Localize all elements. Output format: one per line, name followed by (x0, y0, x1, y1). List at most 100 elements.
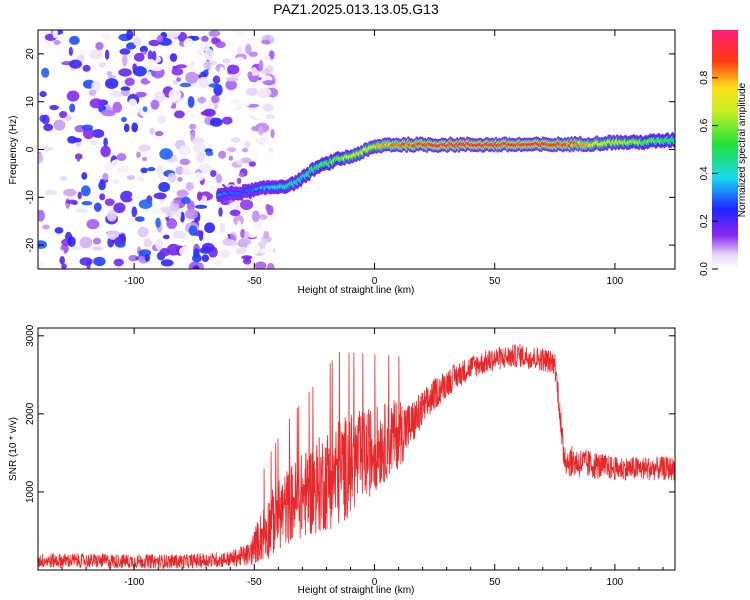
noise-blob (192, 172, 205, 182)
noise-blob (258, 214, 268, 221)
noise-blob (260, 69, 268, 75)
noise-blob (176, 261, 184, 269)
noise-blob (104, 49, 110, 60)
noise-blob (115, 240, 126, 248)
noise-blob (253, 111, 266, 119)
noise-blob (111, 159, 125, 168)
noise-blob (247, 71, 253, 79)
noise-blob (133, 52, 145, 62)
noise-blob (199, 41, 210, 52)
noise-blob (215, 41, 226, 49)
noise-blob (179, 158, 191, 165)
noise-blob (263, 230, 270, 240)
noise-blob (69, 35, 80, 45)
noise-blob (236, 46, 243, 55)
noise-blob (201, 35, 209, 43)
noise-blob (171, 67, 184, 76)
noise-blob (185, 182, 194, 191)
noise-blob (254, 261, 267, 269)
noise-blob (126, 30, 134, 40)
noise-blob (188, 225, 198, 236)
noise-blob (201, 242, 215, 252)
noise-blob (66, 90, 80, 102)
x-tick-label: 100 (607, 276, 624, 287)
noise-blob (183, 38, 194, 50)
noise-blob (116, 153, 127, 162)
noise-blob (208, 83, 221, 88)
noise-blob (251, 69, 260, 76)
noise-blob (77, 191, 82, 200)
noise-blob (40, 146, 54, 152)
noise-blob (86, 219, 100, 230)
noise-blob (112, 101, 123, 113)
noise-blob (179, 82, 192, 88)
noise-blob (101, 109, 116, 117)
noise-blob (53, 40, 61, 45)
noise-blob (258, 59, 264, 72)
noise-blob (51, 56, 60, 64)
noise-blob (112, 178, 120, 185)
noise-blob (246, 87, 258, 96)
noise-blob (220, 249, 230, 259)
noise-blob (222, 116, 233, 125)
noise-blob (106, 70, 112, 77)
noise-blob (81, 201, 93, 206)
snr-y-ticks: 1000 2000 3000 (25, 324, 675, 503)
noise-blob (270, 128, 275, 139)
snr-x-label: Height of straight line (km) (298, 585, 415, 596)
noise-blob (67, 236, 76, 247)
noise-blob (211, 94, 220, 104)
noise-blob (244, 141, 251, 149)
noise-blob (264, 55, 271, 60)
colorbar-ticks: 0.0 0.2 0.4 0.6 0.8 (699, 70, 718, 276)
snr-panel: -100 -50 0 50 100 1000 2000 3000 Height of str… (8, 324, 676, 596)
noise-blob (168, 88, 182, 101)
noise-blob (234, 181, 244, 187)
noise-blob (81, 124, 94, 131)
noise-blob (79, 236, 93, 249)
noise-blob (154, 91, 166, 103)
noise-blob (166, 243, 181, 256)
noise-blob (238, 100, 250, 108)
noise-blob (117, 165, 130, 174)
noise-blob (156, 34, 164, 43)
noise-blob (236, 159, 243, 166)
noise-blob (80, 185, 91, 197)
noise-blob (166, 31, 180, 38)
x-tick-label: -50 (247, 276, 262, 287)
noise-blob (155, 130, 164, 137)
noise-blob (255, 136, 269, 144)
y-tick-label: 10 (25, 96, 36, 108)
noise-blob (225, 79, 237, 91)
noise-blob (82, 64, 91, 72)
noise-blob (165, 216, 170, 221)
noise-blob (262, 103, 274, 112)
noise-blob (230, 137, 241, 143)
noise-blob (154, 208, 162, 214)
noise-blob (237, 36, 244, 44)
noise-blob (125, 42, 137, 50)
noise-blob (93, 202, 102, 212)
noise-blob (65, 199, 78, 204)
noise-blob (113, 202, 126, 214)
noise-blob (104, 161, 113, 172)
noise-blob (99, 62, 106, 68)
noise-blob (222, 238, 233, 246)
noise-blob (38, 261, 45, 269)
noise-blob (203, 60, 212, 70)
noise-blob (236, 177, 242, 184)
noise-blob (192, 254, 202, 263)
noise-blob (264, 243, 275, 254)
noise-blob (209, 117, 223, 127)
noise-blob (59, 111, 68, 119)
noise-blob (262, 80, 276, 86)
noise-blob (194, 204, 208, 209)
noise-blob (121, 54, 128, 67)
noise-blob (41, 114, 50, 125)
noise-blob (69, 59, 83, 69)
noise-blob (150, 99, 160, 110)
noise-blob (240, 199, 254, 211)
noise-blob (190, 60, 195, 67)
noise-blob (155, 217, 161, 228)
